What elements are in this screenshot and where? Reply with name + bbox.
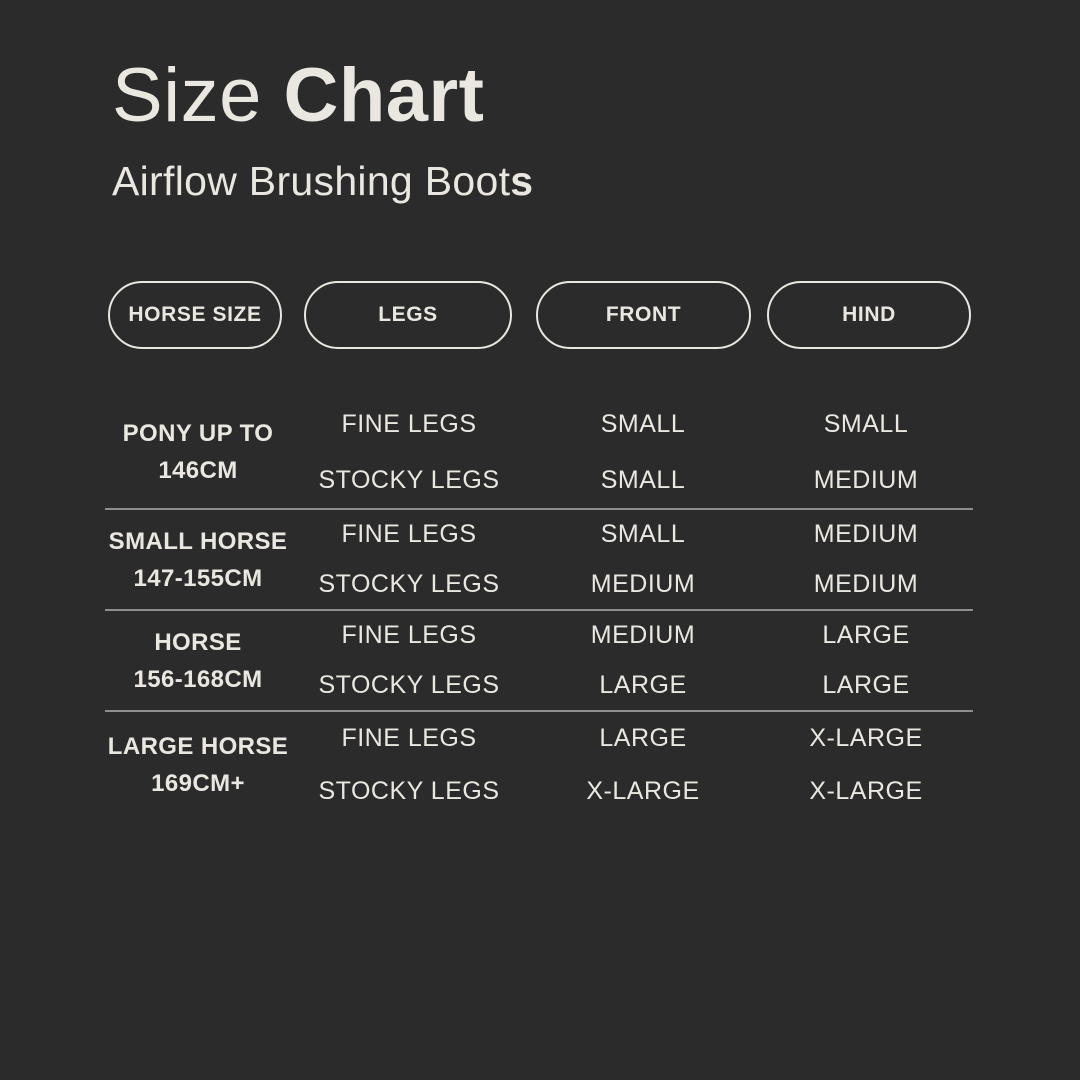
legs-cell: FINE LEGS [341,724,477,752]
hind-cell: X-LARGE [809,724,923,752]
legs-cell: FINE LEGS [341,621,477,650]
horse-size-label: LARGE HORSE 169CM+ [105,728,291,802]
horse-size-line2: 169CM+ [151,770,245,797]
page-title: Size Chart [112,56,484,136]
horse-size-line2: 147-155CM [133,564,263,592]
hind-cell: LARGE [822,670,910,699]
front-cell: MEDIUM [590,621,696,650]
page-title-regular: Size [112,53,284,138]
horse-size-label: PONY UP TO 146CM [105,415,291,489]
horse-size-line1: PONY UP TO [122,420,274,447]
column-header-legs: LEGS [304,281,512,349]
table-row-group-horse: HORSE 156-168CM FINE LEGS MEDIUM LARGE S… [105,611,973,712]
table-row-group-small-horse: SMALL HORSE 147-155CM FINE LEGS SMALL ME… [105,510,973,611]
hind-cell: X-LARGE [809,777,923,805]
legs-cell: STOCKY LEGS [318,777,500,805]
front-cell: LARGE [599,724,687,752]
hind-cell: MEDIUM [813,465,919,494]
front-cell: LARGE [599,670,687,699]
front-cell: SMALL [600,520,686,549]
front-cell: X-LARGE [586,777,700,805]
front-cell: SMALL [600,465,686,494]
legs-cell: STOCKY LEGS [318,465,500,494]
horse-size-line1: SMALL HORSE [108,527,288,555]
legs-cell: STOCKY LEGS [318,569,500,598]
table-row-group-pony: PONY UP TO 146CM FINE LEGS SMALL SMALL S… [105,396,973,510]
page-title-bold: Chart [283,53,485,138]
horse-size-label: HORSE 156-168CM [105,624,291,698]
page-subtitle-regular: Airflow Brushing Boot [112,158,511,204]
front-cell: SMALL [600,409,686,438]
horse-size-line1: HORSE [154,628,242,656]
column-header-front: FRONT [536,281,751,349]
hind-cell: MEDIUM [813,569,919,598]
hind-cell: SMALL [823,409,909,438]
page-subtitle-bold: s [510,158,534,204]
column-header-hind: HIND [767,281,971,349]
horse-size-line2: 156-168CM [133,665,263,693]
horse-size-line1: LARGE HORSE [107,733,289,760]
horse-size-label: SMALL HORSE 147-155CM [105,523,291,597]
hind-cell: LARGE [822,621,910,650]
table-row-group-large-horse: LARGE HORSE 169CM+ FINE LEGS LARGE X-LAR… [105,712,973,818]
legs-cell: FINE LEGS [341,520,477,549]
front-cell: MEDIUM [590,569,696,598]
hind-cell: MEDIUM [813,520,919,549]
page-subtitle: Airflow Brushing Boots [112,158,533,205]
legs-cell: FINE LEGS [341,409,477,438]
column-header-horse-size: HORSE SIZE [108,281,282,349]
size-table: PONY UP TO 146CM FINE LEGS SMALL SMALL S… [105,396,973,818]
legs-cell: STOCKY LEGS [318,670,500,699]
horse-size-line2: 146CM [158,457,238,484]
